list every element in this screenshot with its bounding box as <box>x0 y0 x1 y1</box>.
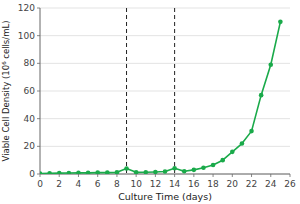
x-tick-label: 12 <box>150 179 161 189</box>
data-point <box>134 170 139 174</box>
y-grid-line <box>40 35 290 36</box>
y-tick-label: 60 <box>24 86 36 96</box>
x-tick-label: 18 <box>207 179 219 189</box>
data-point <box>105 170 110 174</box>
data-point <box>230 150 235 155</box>
data-point <box>240 141 245 146</box>
vertical-line <box>174 8 175 174</box>
data-point <box>220 158 225 163</box>
x-tick-label: 8 <box>114 179 120 189</box>
x-tick-label: 6 <box>95 179 101 189</box>
y-tick-label: 0 <box>29 169 35 179</box>
data-point <box>201 165 206 170</box>
data-point <box>86 171 91 174</box>
y-tick-label: 40 <box>24 114 36 124</box>
y-tick-label: 100 <box>18 31 35 41</box>
data-point <box>57 171 62 174</box>
data-point <box>268 62 273 67</box>
chart: 02040608010012002468101214161820222426Cu… <box>0 0 300 204</box>
y-grid-line <box>40 91 290 92</box>
x-tick-label: 26 <box>284 179 296 189</box>
data-point <box>192 168 197 173</box>
y-grid-line <box>40 118 290 119</box>
vertical-line <box>126 8 127 174</box>
x-tick-label: 2 <box>56 179 62 189</box>
y-tick-label: 80 <box>24 58 36 68</box>
data-point <box>67 171 72 174</box>
y-tick-label: 120 <box>18 3 35 13</box>
x-axis-label: Culture Time (days) <box>118 191 212 202</box>
x-tick-label: 16 <box>188 179 200 189</box>
x-tick-label: 24 <box>265 179 277 189</box>
data-point <box>182 169 187 174</box>
data-point <box>95 170 100 174</box>
data-point <box>211 163 216 168</box>
x-tick-label: 20 <box>227 179 239 189</box>
x-tick-label: 10 <box>130 179 142 189</box>
x-tick-label: 22 <box>246 179 257 189</box>
y-grid-line <box>40 8 290 9</box>
data-point <box>163 169 168 174</box>
data-point <box>172 166 177 171</box>
data-line <box>40 22 280 174</box>
y-axis-label: Viable Cell Density (10⁶ cells/mL) <box>1 21 11 162</box>
plot-area <box>40 8 283 174</box>
data-point <box>115 170 120 174</box>
data-point <box>259 93 264 98</box>
data-point <box>143 170 148 174</box>
y-grid-line <box>40 63 290 64</box>
data-point <box>249 129 254 134</box>
x-tick-label: 14 <box>169 179 181 189</box>
data-point <box>40 171 42 174</box>
data-point <box>76 171 81 174</box>
y-grid-line <box>40 146 290 147</box>
y-tick-label: 20 <box>24 141 36 151</box>
data-point <box>278 20 283 25</box>
x-tick-label: 0 <box>37 179 43 189</box>
y-axis <box>40 8 41 174</box>
data-point <box>47 171 52 174</box>
data-point <box>153 170 158 174</box>
data-point <box>124 166 129 171</box>
x-tick-label: 4 <box>76 179 82 189</box>
